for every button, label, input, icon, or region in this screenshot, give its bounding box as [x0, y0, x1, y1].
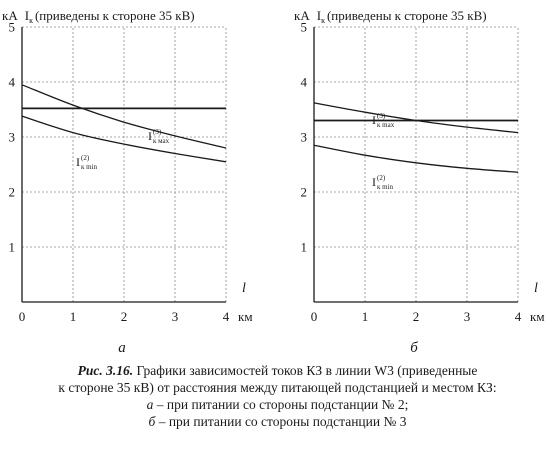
- y-axis-title: кА Iк (приведены к стороне 35 кВ): [2, 8, 195, 25]
- x-tick-label: 1: [362, 309, 369, 324]
- y-axis-unit: кА: [2, 8, 18, 23]
- series-label: I(2) к min: [76, 154, 98, 171]
- y-tick-label: 5: [9, 20, 16, 35]
- y-tick-label: 4: [301, 75, 308, 90]
- y-axis-description: (приведены к стороне 35 кВ): [327, 8, 487, 23]
- chart-panel-б: 0 1 2 3 4 1 2 3 4 5 l км кА Iк (приведены к стороне 35…: [294, 8, 545, 356]
- y-axis-symbol: I: [25, 8, 29, 23]
- x-axis-unit: км: [530, 309, 545, 324]
- series-label: I(2) к min: [372, 174, 394, 191]
- caption-title-part1: Графики зависимостей токов КЗ в линии W3…: [136, 363, 478, 378]
- series-label-superscript: (2): [377, 174, 386, 182]
- y-tick-label: 5: [301, 20, 308, 35]
- series-label-superscript: (3): [153, 128, 162, 136]
- series-line-ik-min: [21, 115, 227, 163]
- caption-figure-number: Рис. 3.16.: [77, 363, 134, 378]
- y-tick-label: 2: [9, 185, 16, 200]
- x-tick-label: 0: [19, 309, 26, 324]
- caption-item-a-letter: а: [146, 397, 154, 412]
- y-axis-symbol-subscript: к: [321, 16, 325, 25]
- panel-label: а: [118, 340, 126, 356]
- x-axis-unit: км: [238, 309, 253, 324]
- y-axis-title: кА Iк (приведены к стороне 35 кВ): [294, 8, 487, 25]
- caption-item-b-text: – при питании со стороны подстанции № 3: [158, 414, 407, 429]
- y-axis-unit: кА: [294, 8, 310, 23]
- y-tick-label: 1: [301, 240, 308, 255]
- caption-title-part2: к стороне 35 кВ) от расстояния между пит…: [58, 380, 497, 395]
- y-tick-label: 2: [301, 185, 308, 200]
- y-tick-label: 3: [301, 130, 308, 145]
- y-tick-label: 4: [9, 75, 16, 90]
- x-tick-label: 4: [515, 309, 522, 324]
- y-tick-label: 3: [9, 130, 16, 145]
- series-line-ik-max: [21, 84, 227, 149]
- series-label-symbol: I: [148, 129, 152, 143]
- x-axis-label: l: [242, 281, 246, 296]
- chart-panel-а: 0 1 2 3 4 1 2 3 4 5 l км кА Iк (приведены к стороне 35…: [2, 8, 253, 356]
- x-axis-label: l: [534, 281, 538, 296]
- series-label-subscript: к min: [81, 163, 98, 171]
- series-label-subscript: к мах: [153, 137, 170, 145]
- x-tick-label: 3: [172, 309, 179, 324]
- series-label-superscript: (2): [81, 154, 90, 162]
- x-tick-label: 4: [223, 309, 230, 324]
- series-label-subscript: к min: [377, 183, 394, 191]
- figure-caption: Рис. 3.16. Графики зависимостей токов КЗ…: [0, 362, 555, 430]
- series-label-subscript: к max: [377, 121, 395, 129]
- caption-line-1: Рис. 3.16. Графики зависимостей токов КЗ…: [0, 362, 555, 379]
- series-label-symbol: I: [372, 175, 376, 189]
- series-label-superscript: (3): [377, 112, 386, 120]
- y-tick-label: 1: [9, 240, 16, 255]
- panel-label: б: [410, 340, 418, 356]
- y-axis-description: (приведены к стороне 35 кВ): [35, 8, 195, 23]
- caption-item-a-text: – при питании со стороны подстанции № 2;: [156, 397, 409, 412]
- x-tick-label: 0: [311, 309, 318, 324]
- series-line-ik-min: [313, 144, 519, 173]
- y-axis-symbol: I: [317, 8, 321, 23]
- caption-item-a: а – при питании со стороны подстанции № …: [0, 396, 555, 413]
- x-tick-label: 2: [121, 309, 128, 324]
- series-label-symbol: I: [76, 155, 80, 169]
- x-tick-label: 1: [70, 309, 77, 324]
- caption-item-b-letter: б: [148, 414, 156, 429]
- y-axis-symbol-subscript: к: [29, 16, 33, 25]
- caption-item-b: б – при питании со стороны подстанции № …: [0, 413, 555, 430]
- series-label: I(3) к мах: [148, 128, 170, 145]
- x-tick-label: 3: [464, 309, 471, 324]
- x-tick-label: 2: [413, 309, 420, 324]
